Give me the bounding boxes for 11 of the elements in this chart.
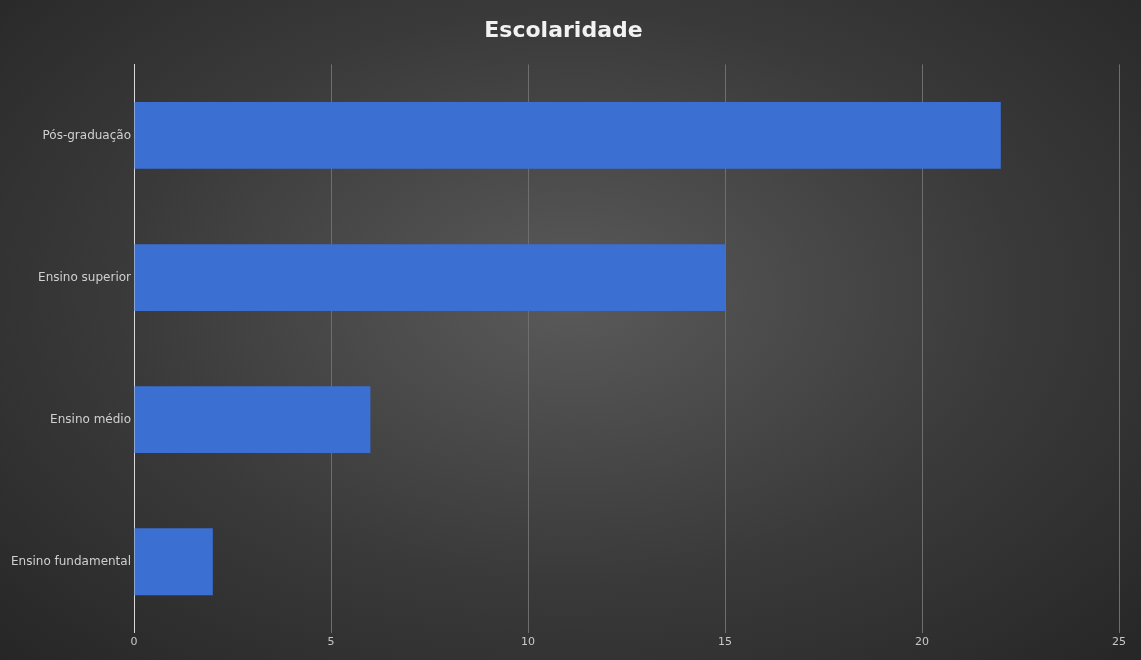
y-tick-label: Ensino superior bbox=[38, 269, 132, 284]
x-tick-label: 20 bbox=[915, 635, 929, 649]
y-tick-label: Ensino médio bbox=[50, 411, 132, 426]
y-tick-label: Pós-graduação bbox=[42, 127, 132, 142]
x-tick-label: 10 bbox=[521, 635, 536, 649]
x-tick-label: 15 bbox=[718, 635, 732, 649]
y-tick-label: Ensino fundamental bbox=[11, 553, 132, 568]
x-tick-label: 5 bbox=[327, 635, 335, 649]
chart-title: Escolaridade bbox=[484, 16, 643, 42]
x-tick-label: 25 bbox=[1112, 635, 1126, 649]
x-tick-label: 0 bbox=[130, 635, 138, 649]
